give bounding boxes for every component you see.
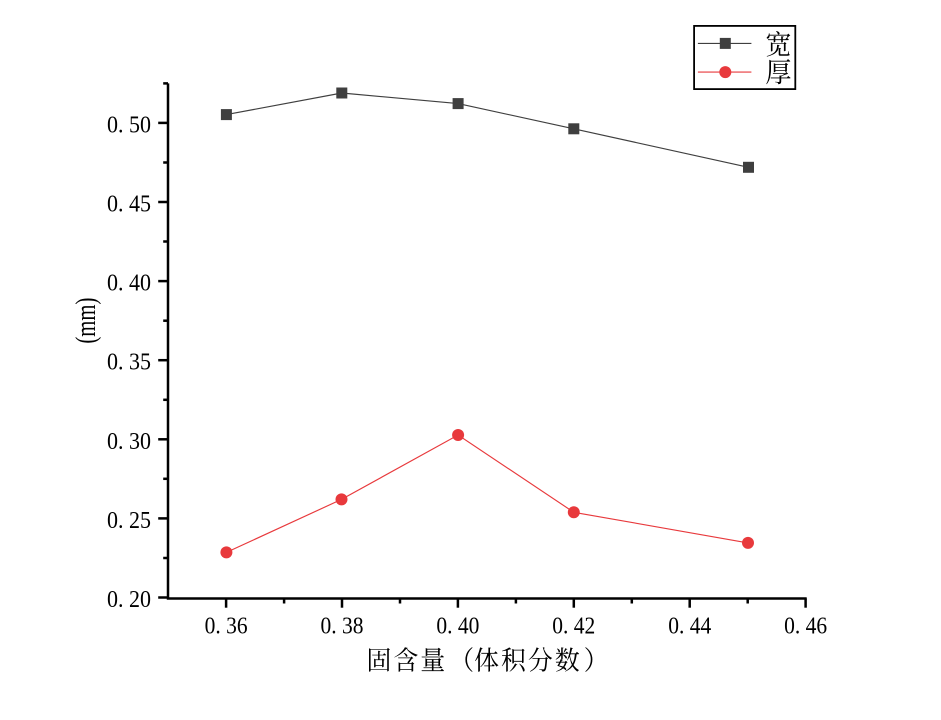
svg-text:0. 45: 0. 45 bbox=[107, 192, 151, 218]
svg-text:(mm): (mm) bbox=[71, 298, 102, 344]
svg-text:0. 25: 0. 25 bbox=[107, 508, 151, 534]
svg-text:0. 35: 0. 35 bbox=[107, 350, 151, 376]
svg-text:0. 46: 0. 46 bbox=[784, 614, 827, 640]
svg-text:0. 50: 0. 50 bbox=[107, 112, 151, 138]
svg-text:0. 40: 0. 40 bbox=[107, 271, 151, 297]
svg-text:0. 20: 0. 20 bbox=[107, 587, 151, 613]
svg-text:0. 44: 0. 44 bbox=[668, 614, 711, 640]
svg-text:0. 42: 0. 42 bbox=[552, 614, 595, 640]
svg-text:0. 30: 0. 30 bbox=[107, 429, 151, 455]
svg-text:0. 36: 0. 36 bbox=[205, 614, 248, 640]
svg-text:0. 38: 0. 38 bbox=[321, 614, 364, 640]
svg-text:0. 40: 0. 40 bbox=[436, 614, 479, 640]
